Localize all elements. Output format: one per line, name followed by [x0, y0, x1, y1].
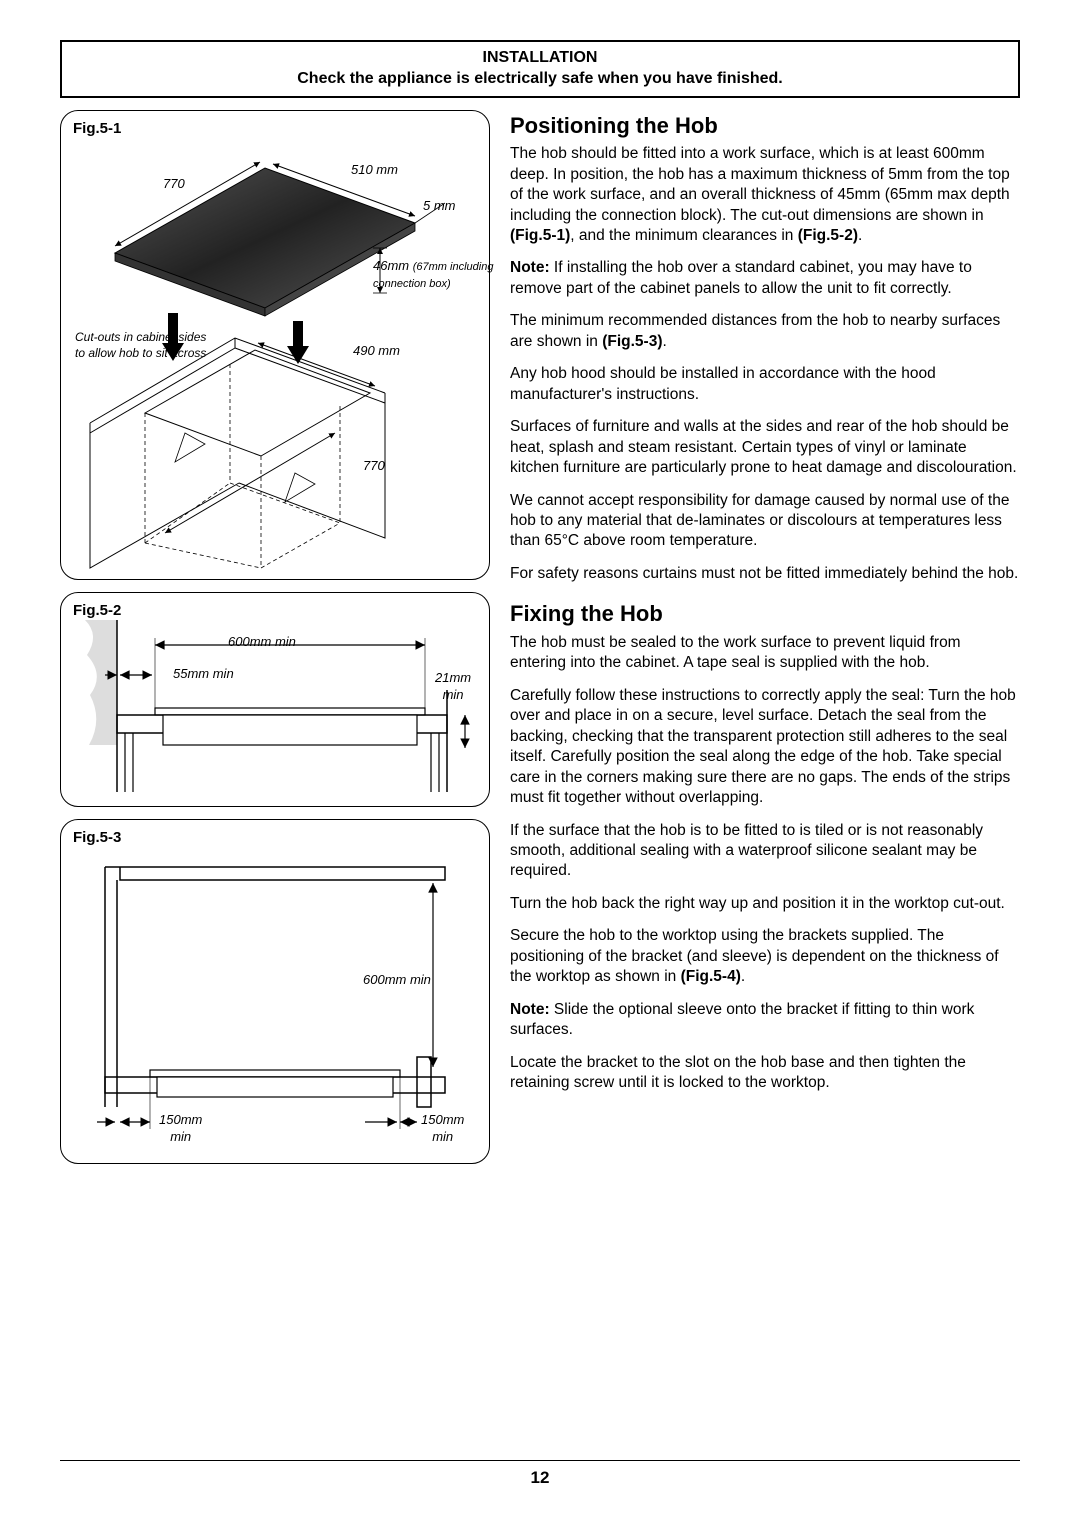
content-columns: Fig.5-1 — [60, 110, 1020, 1176]
dim-21-min: 21mm min — [435, 670, 471, 704]
figure-5-2: Fig.5-2 — [60, 592, 490, 807]
dim-150-left: 150mm min — [159, 1112, 202, 1146]
dim-600-min: 600mm min — [228, 634, 296, 651]
text-column: Positioning the Hob The hob should be fi… — [510, 110, 1020, 1176]
fig-label: Fig.5-2 — [73, 601, 477, 621]
fixing-p5: Secure the hob to the worktop using the … — [510, 926, 1020, 987]
dim-55-min: 55mm min — [173, 666, 234, 683]
fixing-p2: Carefully follow these instructions to c… — [510, 686, 1020, 809]
positioning-p1: The hob should be fitted into a work sur… — [510, 144, 1020, 246]
positioning-p2: Note: If installing the hob over a stand… — [510, 258, 1020, 299]
installation-header: INSTALLATION Check the appliance is elec… — [60, 40, 1020, 98]
fixing-p3: If the surface that the hob is to be fit… — [510, 821, 1020, 882]
cutout-note: Cut-outs in cabinet sides to allow hob t… — [75, 330, 206, 361]
dim-770-inner: 770 — [363, 458, 385, 475]
fixing-p1: The hob must be sealed to the work surfa… — [510, 633, 1020, 674]
dim-600v: 600mm min — [363, 972, 431, 989]
header-line2: Check the appliance is electrically safe… — [72, 69, 1008, 90]
positioning-p5: Surfaces of furniture and walls at the s… — [510, 417, 1020, 478]
page-number: 12 — [0, 1467, 1080, 1489]
heading-fixing: Fixing the Hob — [510, 600, 1020, 629]
figure-5-1: Fig.5-1 — [60, 110, 490, 580]
dim-150-right: 150mm min — [421, 1112, 464, 1146]
positioning-p4: Any hob hood should be installed in acco… — [510, 364, 1020, 405]
fixing-p4: Turn the hob back the right way up and p… — [510, 894, 1020, 914]
dim-490: 490 mm — [353, 343, 400, 360]
fig-5-3-svg — [73, 847, 477, 1157]
dim-5mm: 5 mm — [423, 198, 456, 215]
header-line1: INSTALLATION — [72, 48, 1008, 69]
fig-label: Fig.5-3 — [73, 828, 477, 848]
fixing-p7: Locate the bracket to the slot on the ho… — [510, 1053, 1020, 1094]
positioning-p6: We cannot accept responsibility for dama… — [510, 491, 1020, 552]
positioning-p7: For safety reasons curtains must not be … — [510, 564, 1020, 584]
fixing-p6: Note: Slide the optional sleeve onto the… — [510, 1000, 1020, 1041]
heading-positioning: Positioning the Hob — [510, 112, 1020, 141]
dim-510: 510 mm — [351, 162, 398, 179]
fig-label: Fig.5-1 — [73, 119, 477, 139]
figure-5-3: Fig.5-3 — [60, 819, 490, 1164]
dim-46mm: 46mm (67mm including connection box) — [373, 258, 493, 292]
footer-rule — [60, 1460, 1020, 1461]
figures-column: Fig.5-1 — [60, 110, 490, 1176]
positioning-p3: The minimum recommended distances from t… — [510, 311, 1020, 352]
dim-770-top: 770 — [163, 176, 185, 193]
